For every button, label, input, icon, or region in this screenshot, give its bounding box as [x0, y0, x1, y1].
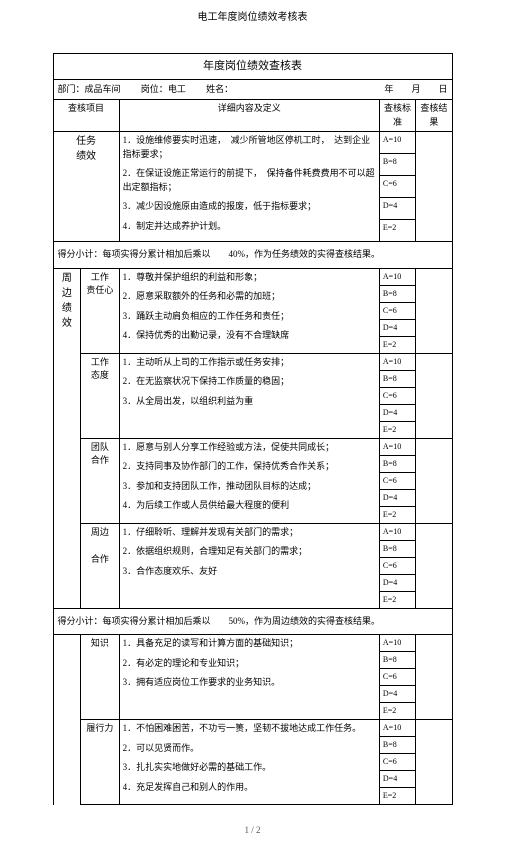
section1-content: 1．设施维修要实时迅速， 减少所管地区停机工时， 达到企业指标要求； 2．在保证…	[119, 132, 379, 242]
col-standard: 查核标准	[379, 100, 415, 132]
g3-2-label: 履行力	[81, 720, 119, 805]
g2-3-content: 1．愿意与别人分享工作经验或方法，促使共同成长； 2．支持同事及协作部门的工作，…	[119, 438, 379, 523]
g3-1-label: 知识	[81, 635, 119, 720]
page-header: 电工年度岗位绩效考核表	[0, 0, 505, 53]
col-detail: 详细内容及定义	[119, 100, 379, 132]
g3-1-content: 1．具备充足的读写和计算方面的基础知识； 2．有必定的理论和专业知识； 3．拥有…	[119, 635, 379, 720]
g2-4-label: 周边合作	[81, 523, 119, 608]
section2-side: 周边绩效	[53, 268, 81, 608]
g2-4-content: 1．仔细聆听、理解并发现有关部门的需求； 2．依据组织规则，合理知足有关部门的需…	[119, 523, 379, 608]
g2-2-label: 工作态度	[81, 353, 119, 438]
g2-1-label: 工作责任心	[81, 268, 119, 353]
info-row: 部门：成品车间 岗位：电工 姓名： 年 月 日	[53, 79, 452, 100]
col-result: 查核结果	[416, 100, 452, 132]
page-footer: 1 / 2	[0, 805, 505, 855]
subtotal1: 得分小计：每项实得分累计相加后乘以 40%，作为任务绩效的实得查核结果。	[53, 242, 452, 269]
table-title: 年度岗位绩效查核表	[53, 54, 452, 80]
col-item: 查核项目	[53, 100, 119, 132]
section1-label: 任务绩效	[53, 132, 119, 242]
g2-3-label: 团队合作	[81, 438, 119, 523]
g2-2-content: 1．主动听从上司的工作指示或任务安排； 2．在无监察状况下保持工作质量的稳固； …	[119, 353, 379, 438]
appraisal-table: 年度岗位绩效查核表 部门：成品车间 岗位：电工 姓名： 年 月 日 查核项目 详…	[53, 53, 453, 805]
subtotal2: 得分小计：每项实得分累计相加后乘以 50%，作为周边绩效的实得查核结果。	[53, 608, 452, 635]
g2-1-content: 1．尊敬并保护组织的利益和形象； 2．愿意采取额外的任务和必需的加班； 3．踊跃…	[119, 268, 379, 353]
section3-side	[53, 635, 81, 805]
g3-2-content: 1．不怕困难困苦，不功亏一篑，坚韧不拔地达成工作任务。 2．可以见贤而作。 3．…	[119, 720, 379, 805]
